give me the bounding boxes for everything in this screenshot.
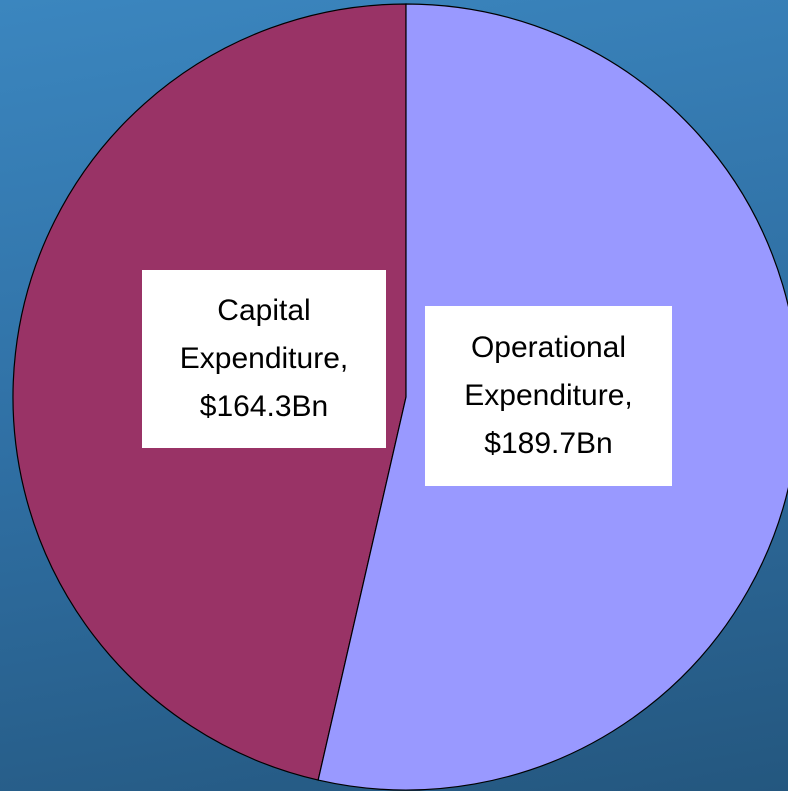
data-label: Operational Expenditure, $189.7Bn [425, 306, 672, 486]
data-label: Capital Expenditure, $164.3Bn [142, 270, 386, 448]
